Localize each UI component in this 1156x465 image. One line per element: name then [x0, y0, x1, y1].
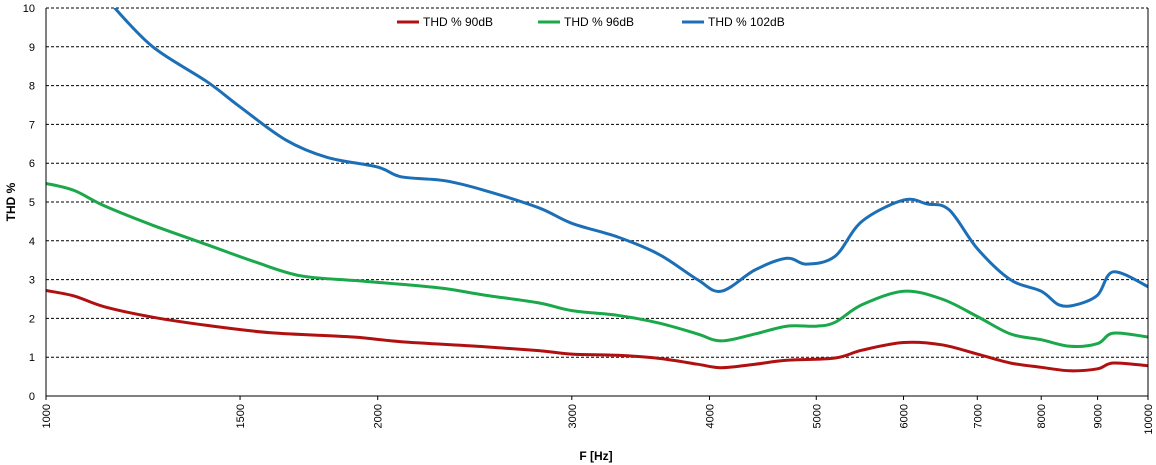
- axes: [45, 8, 1149, 400]
- y-tick-label-1: 1: [29, 352, 35, 364]
- legend-label-thd-90db: THD % 90dB: [423, 15, 493, 29]
- x-tick-labels: 1000 1500 2000 3000 4000 5000 6000 7000 8000 9000…: [41, 404, 1155, 435]
- y-tick-label-8: 8: [29, 81, 35, 93]
- y-axis-title: THD %: [4, 182, 18, 221]
- legend: THD % 90dB THD % 96dB THD % 102dB: [397, 15, 785, 29]
- legend-label-thd-96db: THD % 96dB: [564, 15, 634, 29]
- x-tick-label-2000: 2000: [373, 404, 385, 428]
- series-line-thd-102db: [112, 8, 1148, 308]
- series-lines: [46, 8, 1148, 373]
- x-tick-label-8000: 8000: [1036, 404, 1048, 428]
- legend-label-thd-102db: THD % 102dB: [708, 15, 785, 29]
- y-tick-label-0: 0: [29, 391, 35, 403]
- x-tick-label-10000: 10000: [1143, 404, 1155, 435]
- y-tick-label-6: 6: [29, 158, 35, 170]
- series-line-thd-90db: [46, 289, 1148, 373]
- series-line-thd-96db: [46, 181, 1148, 348]
- y-tick-label-3: 3: [29, 275, 35, 287]
- x-tick-label-1000: 1000: [41, 404, 53, 428]
- y-tick-label-4: 4: [29, 236, 35, 248]
- x-tick-label-9000: 9000: [1093, 404, 1105, 428]
- y-tick-label-5: 5: [29, 197, 35, 209]
- x-tick-label-7000: 7000: [972, 404, 984, 428]
- x-tick-label-5000: 5000: [811, 404, 823, 428]
- x-tick-label-6000: 6000: [899, 404, 911, 428]
- x-axis-title: F [Hz]: [579, 449, 612, 463]
- y-tick-label-2: 2: [29, 313, 35, 325]
- y-tick-label-9: 9: [29, 42, 35, 54]
- y-tick-label-7: 7: [29, 119, 35, 131]
- gridlines: [46, 7, 1148, 358]
- x-tick-label-1500: 1500: [235, 404, 247, 428]
- y-tick-label-10: 10: [23, 3, 35, 15]
- x-tick-label-3000: 3000: [567, 404, 579, 428]
- y-tick-labels: 0 1 2 3 4 5 6 7 8 9 10: [23, 3, 35, 403]
- x-tick-label-4000: 4000: [704, 404, 716, 428]
